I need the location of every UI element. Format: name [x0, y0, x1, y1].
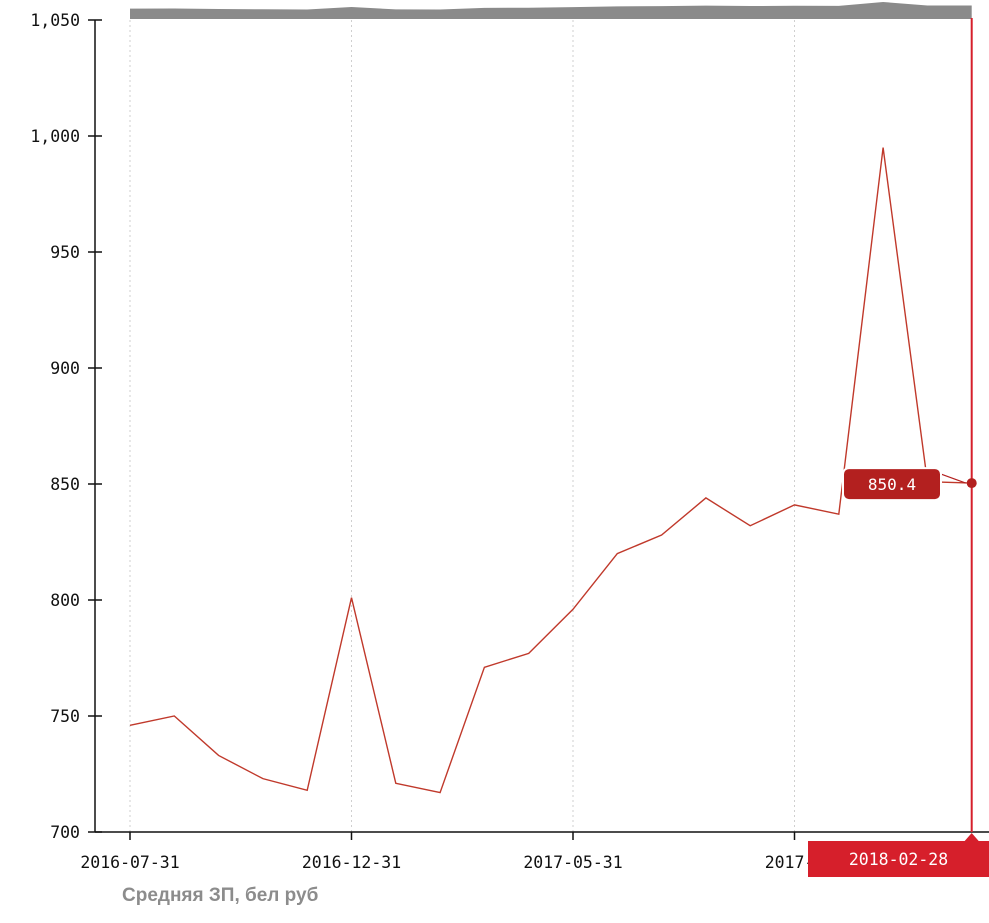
series-name-label: Средняя ЗП, бел руб	[122, 885, 319, 906]
y-tick-label: 800	[50, 591, 80, 610]
y-tick-label: 850	[50, 475, 80, 494]
navigator-area	[130, 2, 972, 19]
series-line	[129, 147, 972, 794]
date-flag	[808, 841, 989, 877]
tooltip-box	[842, 467, 942, 502]
x-tick-label: 2016-07-31	[80, 853, 179, 872]
y-tick-label: 750	[50, 707, 80, 726]
y-tick-label: 1,050	[30, 11, 80, 30]
grid-layer	[129, 20, 795, 832]
y-tick-label: 700	[50, 823, 80, 842]
axis-layer: 700 750 800 850 900 950 1,000 1,050 2016-07-31 20…	[30, 11, 989, 872]
tooltip-value: 850.4	[868, 475, 916, 494]
y-tick-label: 900	[50, 359, 80, 378]
y-tick-label: 1,000	[30, 127, 80, 146]
navigator-strip[interactable]	[130, 2, 972, 19]
cursor-layer: 850.4 2018-02-28	[808, 18, 989, 877]
tooltip-connector	[940, 473, 966, 484]
date-flag-label: 2018-02-28	[849, 850, 948, 869]
y-tick-label: 950	[50, 243, 80, 262]
date-flag-pointer	[964, 833, 979, 841]
hover-point[interactable]	[966, 478, 977, 489]
x-tick-label: 2017-05-31	[523, 853, 622, 872]
x-tick-label: 2016-12-31	[302, 853, 401, 872]
series-layer	[129, 147, 972, 794]
